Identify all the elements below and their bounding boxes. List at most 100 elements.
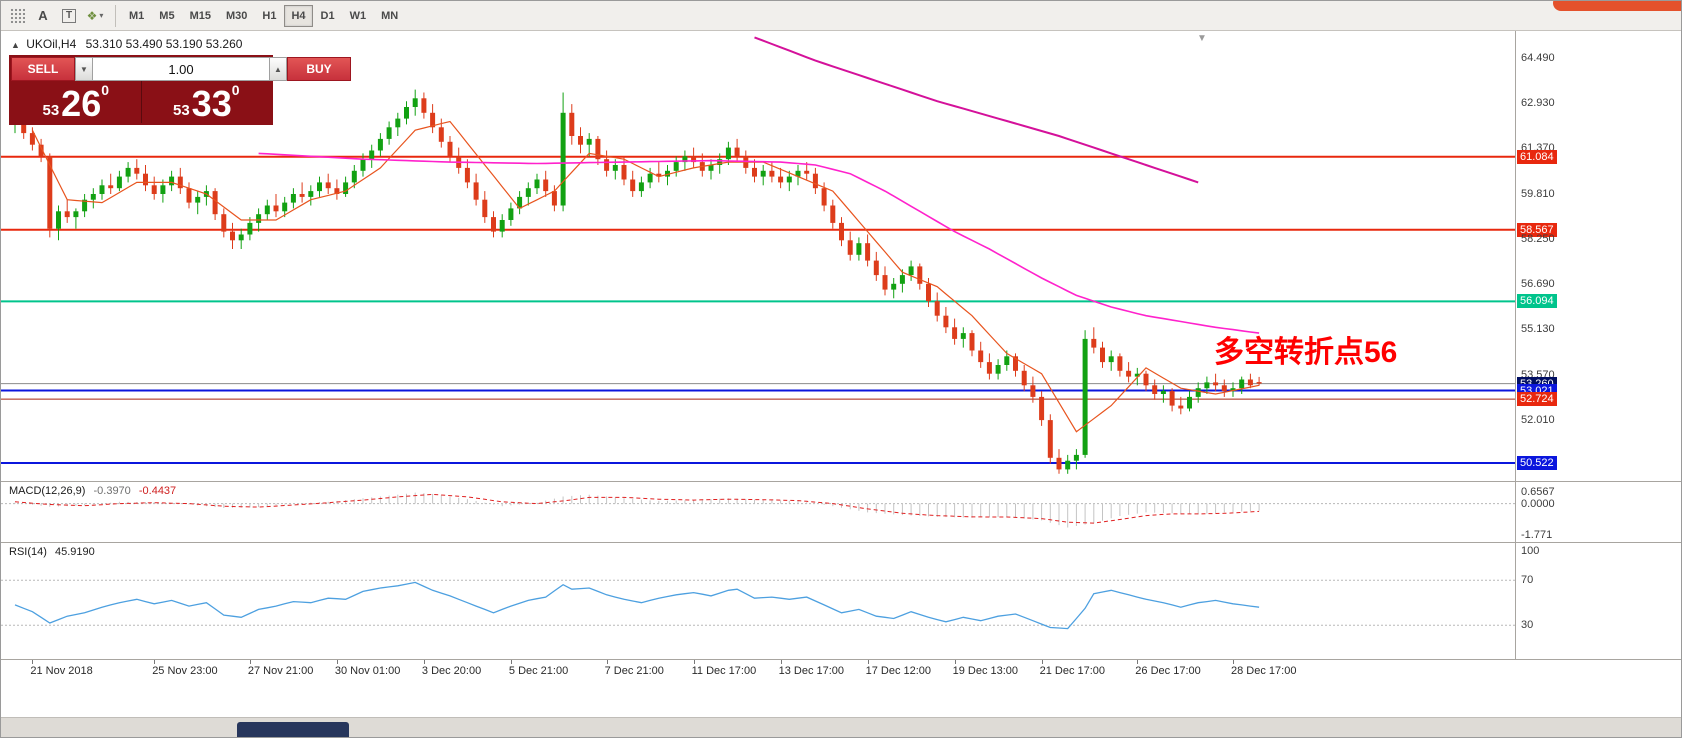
price-scale-badge: 61.084 bbox=[1517, 150, 1557, 164]
buy-price-prefix: 53 bbox=[172, 102, 190, 119]
date-label: 30 Nov 01:00 bbox=[334, 665, 401, 677]
date-axis[interactable]: 21 Nov 2018 25 Nov 23:00 27 Nov 21:00 30 No… bbox=[1, 660, 1515, 680]
candlestick-series bbox=[12, 89, 1262, 474]
date-label: 17 Dec 12:00 bbox=[865, 665, 932, 677]
price-scale-label: 70 bbox=[1521, 574, 1534, 586]
volume-input[interactable] bbox=[93, 57, 269, 81]
macd-canvas[interactable] bbox=[1, 482, 1515, 542]
sell-price-sup: 0 bbox=[101, 82, 110, 98]
macd-signal-value: -0.4437 bbox=[138, 485, 177, 497]
buy-button[interactable]: BUY bbox=[287, 57, 351, 81]
shapes-icon: ❖ bbox=[86, 8, 98, 23]
macd-panel[interactable]: MACD(12,26,9) -0.3970 -0.4437 bbox=[1, 482, 1515, 542]
macd-signal-line bbox=[14, 493, 1260, 524]
price-scale-label: 0.6567 bbox=[1521, 486, 1555, 498]
timeframe-button-m15[interactable]: M15 bbox=[189, 9, 211, 22]
timeframe-button-h4[interactable]: H4 bbox=[284, 4, 313, 27]
buy-price[interactable]: 53 33 0 bbox=[142, 81, 272, 123]
grid-pattern-icon bbox=[9, 8, 25, 23]
volume-increase-button[interactable]: ▲ bbox=[269, 57, 287, 81]
text-label-tool[interactable]: A bbox=[38, 8, 48, 23]
sell-price-prefix: 53 bbox=[42, 102, 60, 119]
date-tick bbox=[249, 660, 251, 664]
sell-button[interactable]: SELL bbox=[11, 57, 75, 81]
date-label: 11 Dec 17:00 bbox=[691, 665, 757, 677]
timeframe-button-m30[interactable]: M30 bbox=[225, 9, 248, 22]
date-label: 21 Nov 2018 bbox=[30, 665, 93, 677]
date-tick bbox=[336, 660, 338, 664]
date-label: 28 Dec 17:00 bbox=[1231, 665, 1297, 677]
shapes-tool[interactable]: ❖ ▾ bbox=[83, 4, 107, 28]
date-label: 3 Dec 20:00 bbox=[421, 665, 482, 677]
taskbar-item[interactable] bbox=[237, 722, 349, 737]
price-scale-label: 52.010 bbox=[1521, 414, 1555, 426]
price-scale-label: 59.810 bbox=[1521, 188, 1555, 200]
date-tick bbox=[154, 660, 156, 664]
main-chart-area[interactable]: ▲ UKOil,H4 53.310 53.490 53.190 53.260 ▼… bbox=[1, 31, 1515, 481]
date-tick bbox=[693, 660, 695, 664]
panel-separator[interactable] bbox=[1, 542, 1681, 543]
date-tick bbox=[1137, 660, 1139, 664]
price-scale-label: 58.250 bbox=[1521, 233, 1555, 245]
timeframe-button-m1[interactable]: M1 bbox=[129, 9, 145, 22]
toolbar: A T ❖ ▾ M1 M5 M15 M30 H1 H4 D1 W1 MN bbox=[1, 1, 1681, 31]
date-label: 27 Nov 21:00 bbox=[247, 665, 314, 677]
timeframe-button-h1[interactable]: H1 bbox=[262, 9, 277, 22]
grid-pattern-tool[interactable] bbox=[5, 4, 29, 28]
chart-shift-marker[interactable]: ▼ bbox=[1197, 33, 1207, 44]
date-tick bbox=[954, 660, 956, 664]
date-tick bbox=[423, 660, 425, 664]
text-box-tool[interactable]: T bbox=[57, 4, 81, 28]
text-box-icon: T bbox=[62, 8, 76, 23]
date-tick bbox=[780, 660, 782, 664]
chart-text-annotation[interactable]: 多空转折点56 bbox=[1214, 336, 1398, 369]
date-label: 25 Nov 23:00 bbox=[152, 665, 218, 677]
chart-ohlc: 53.310 53.490 53.190 53.260 bbox=[85, 37, 243, 51]
timeframe-button-w1[interactable]: W1 bbox=[349, 9, 367, 22]
date-tick bbox=[32, 660, 34, 664]
chart-symbol: UKOil,H4 bbox=[26, 37, 77, 51]
ma-long bbox=[754, 36, 1199, 184]
panel-separator[interactable] bbox=[1, 481, 1681, 482]
timeframe-button-mn[interactable]: MN bbox=[381, 9, 399, 22]
price-scale-label: 0.0000 bbox=[1521, 498, 1555, 510]
price-scale-label: 62.930 bbox=[1521, 97, 1555, 109]
rsi-value: 45.9190 bbox=[54, 546, 95, 558]
date-label: 5 Dec 21:00 bbox=[508, 665, 569, 677]
volume-decrease-button[interactable]: ▼ bbox=[75, 57, 93, 81]
chart-header: ▲ UKOil,H4 53.310 53.490 53.190 53.260 bbox=[11, 37, 242, 51]
date-label: 13 Dec 17:00 bbox=[778, 665, 845, 677]
main-chart-canvas[interactable] bbox=[1, 31, 1515, 481]
price-scale-label: 30 bbox=[1521, 619, 1534, 631]
price-scale-label: 64.490 bbox=[1521, 52, 1555, 64]
date-label: 19 Dec 13:00 bbox=[952, 665, 1019, 677]
rsi-name: RSI(14) bbox=[9, 546, 47, 558]
rsi-line bbox=[14, 581, 1260, 630]
sell-price[interactable]: 53 26 0 bbox=[11, 81, 142, 123]
toolbar-separator bbox=[115, 4, 116, 27]
price-scale-badge: 56.094 bbox=[1517, 294, 1557, 308]
price-scale-badge: 52.724 bbox=[1517, 392, 1557, 406]
price-scale-separator bbox=[1515, 31, 1516, 660]
panel-separator[interactable] bbox=[1, 659, 1681, 660]
date-tick bbox=[1041, 660, 1043, 664]
ma-fast bbox=[31, 120, 1260, 433]
rsi-label: RSI(14) 45.9190 bbox=[9, 546, 95, 558]
timeframe-button-d1[interactable]: D1 bbox=[320, 9, 335, 22]
date-tick bbox=[1233, 660, 1234, 664]
macd-name: MACD(12,26,9) bbox=[9, 485, 86, 497]
price-scale-badge: 50.522 bbox=[1517, 456, 1557, 470]
price-scale-label: -1.771 bbox=[1521, 529, 1553, 541]
date-label: 26 Dec 17:00 bbox=[1135, 665, 1201, 677]
date-tick bbox=[606, 660, 608, 664]
date-tick bbox=[867, 660, 869, 664]
rsi-canvas[interactable] bbox=[1, 543, 1515, 659]
price-scale-label: 56.690 bbox=[1521, 278, 1555, 290]
rsi-panel[interactable]: RSI(14) 45.9190 bbox=[1, 543, 1515, 659]
price-scale-badge: 58.567 bbox=[1517, 223, 1557, 237]
one-click-trading-panel: SELL ▼ ▲ BUY 53 26 0 53 33 0 bbox=[9, 55, 351, 125]
buy-price-main: 33 bbox=[191, 83, 232, 125]
timeframe-button-m5[interactable]: M5 bbox=[159, 9, 175, 22]
top-right-notification[interactable] bbox=[1553, 1, 1681, 11]
macd-label: MACD(12,26,9) -0.3970 -0.4437 bbox=[9, 485, 176, 497]
